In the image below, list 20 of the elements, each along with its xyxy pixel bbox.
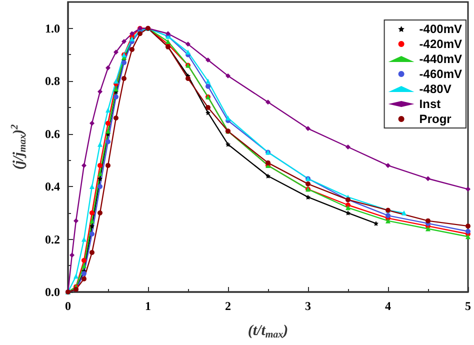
x-tick-label: 5	[465, 299, 471, 313]
x-tick-label: 4	[385, 299, 391, 313]
legend-label: -400mV	[419, 22, 462, 36]
y-tick-label: 1.0	[45, 21, 60, 36]
legend-label: -480V	[419, 82, 452, 96]
legend-label: Progr	[419, 112, 452, 126]
x-tick-label: 1	[145, 299, 151, 313]
legend-label: -460mV	[419, 67, 462, 81]
legend-label: -420mV	[419, 37, 462, 51]
legend-label: Inst	[419, 97, 441, 111]
y-tick-label: 0.4	[45, 180, 60, 194]
y-tick-label: 0.2	[45, 232, 60, 246]
y-axis-title: (j/jmax)2	[10, 124, 28, 170]
x-tick-label: 3	[305, 299, 311, 313]
x-tick-label: 2	[225, 299, 231, 313]
legend-label: -440mV	[419, 52, 462, 66]
x-tick-label: 0	[65, 299, 71, 313]
y-tick-label: 0.8	[45, 74, 60, 88]
y-tick-label: 0.0	[45, 285, 60, 299]
y-tick-label: 0.6	[45, 126, 60, 141]
